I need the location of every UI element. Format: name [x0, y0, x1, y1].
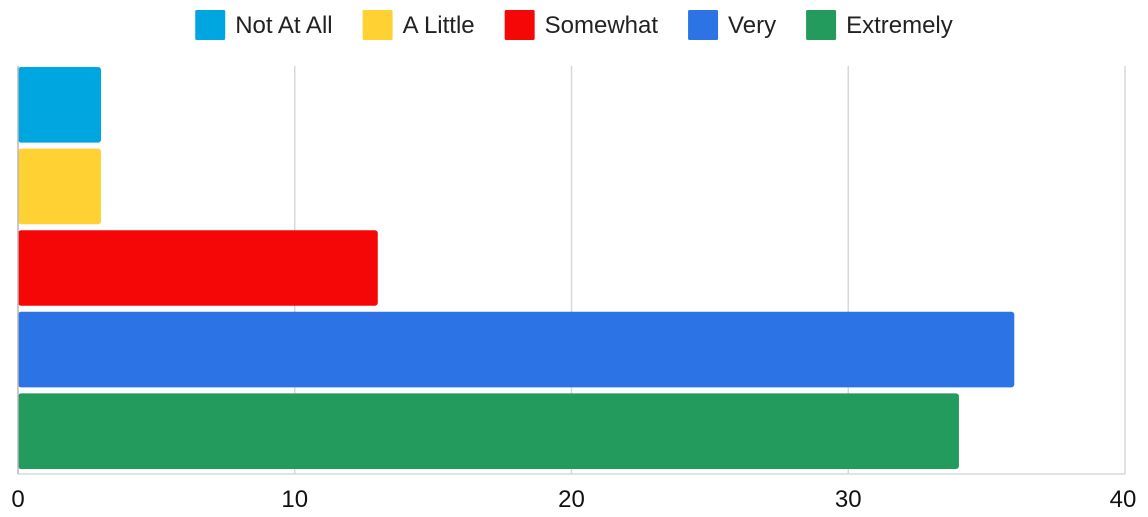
bar-extremely[interactable] — [18, 393, 959, 469]
legend-item-extremely[interactable]: Extremely — [806, 10, 953, 40]
x-tick-label: 30 — [835, 486, 862, 512]
x-tick-label: 0 — [11, 486, 24, 512]
legend-swatch — [688, 10, 719, 40]
legend-item-somewhat[interactable]: Somewhat — [504, 10, 659, 40]
bar-not-at-all[interactable] — [18, 67, 102, 143]
legend-label: Very — [728, 12, 776, 39]
x-tick-label: 20 — [558, 486, 585, 512]
legend-label: Extremely — [846, 12, 953, 39]
legend-swatch — [806, 10, 837, 40]
legend-swatch — [195, 10, 226, 40]
x-tick-label: 40 — [1110, 486, 1137, 512]
x-axis: 0 10 20 30 40 — [11, 66, 1137, 513]
bar-somewhat[interactable] — [18, 230, 378, 306]
legend-label: Not At All — [235, 12, 332, 39]
legend-swatch — [362, 10, 393, 40]
legend-item-not-at-all[interactable]: Not At All — [195, 10, 333, 40]
x-tick-label: 10 — [281, 486, 308, 512]
legend-label: A Little — [403, 12, 475, 39]
bar-very[interactable] — [18, 311, 1015, 388]
legend-swatch — [504, 10, 535, 40]
bars — [18, 67, 1015, 469]
legend-label: Somewhat — [545, 12, 659, 39]
legend-item-very[interactable]: Very — [688, 10, 776, 40]
legend-item-a-little[interactable]: A Little — [362, 10, 475, 40]
bar-a-little[interactable] — [18, 148, 102, 225]
legend: Not At All A Little Somewhat Very Extremely — [195, 10, 953, 40]
